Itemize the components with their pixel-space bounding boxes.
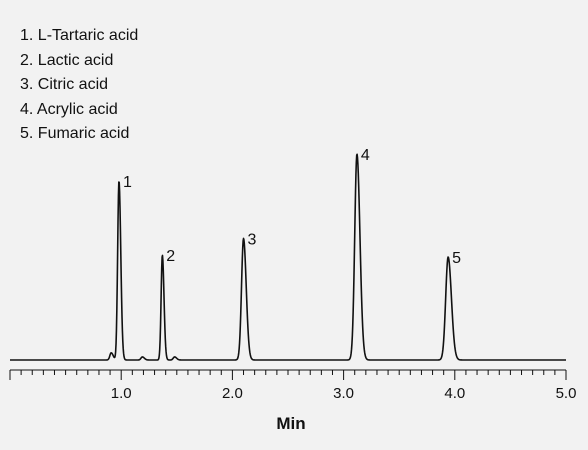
legend-entry-5: 5. Fumaric acid xyxy=(20,125,130,142)
legend: 1. L-Tartaric acid 2. Lactic acid 3. Cit… xyxy=(20,24,138,147)
x-tick-label: 3.0 xyxy=(333,385,354,402)
peak-label-layer: 1 2 3 4 5 xyxy=(123,147,461,267)
legend-entry-3: 3. Citric acid xyxy=(20,76,109,93)
legend-entry-1: 1. L-Tartaric acid xyxy=(20,27,139,44)
chromatogram-trace xyxy=(9,153,567,361)
x-axis-title: Min xyxy=(276,414,305,433)
x-axis-ticks xyxy=(9,370,567,380)
legend-entry-4: 4. Acrylic acid xyxy=(20,100,118,118)
x-tick-label: 5.0 xyxy=(556,385,577,402)
x-tick-label: 4.0 xyxy=(444,385,465,402)
x-axis-tick-labels: 1.0 2.0 3.0 4.0 5.0 xyxy=(111,385,577,402)
peak-label-1: 1 xyxy=(123,174,132,191)
peak-label-5: 5 xyxy=(452,250,461,267)
x-tick-label: 2.0 xyxy=(222,385,243,402)
peak-label-4: 4 xyxy=(361,147,370,164)
peak-label-2: 2 xyxy=(166,248,175,265)
peak-label-3: 3 xyxy=(248,232,257,249)
legend-entry-2: 2. Lactic acid xyxy=(20,51,114,69)
x-tick-label: 1.0 xyxy=(111,385,132,402)
x-axis: 1.0 2.0 3.0 4.0 5.0 xyxy=(9,369,577,402)
trace-layer xyxy=(9,153,567,361)
